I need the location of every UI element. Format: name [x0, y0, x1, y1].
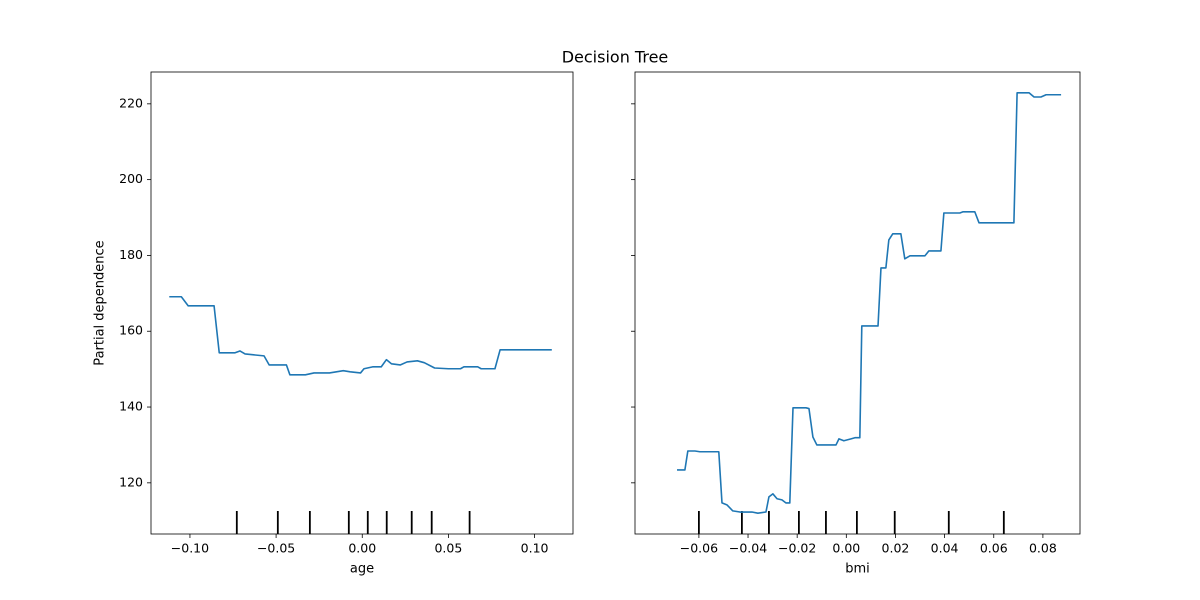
y-tick-label: 140 [119, 399, 143, 414]
x-tick-label: −0.05 [257, 541, 295, 556]
x-tick-label: −0.06 [680, 541, 718, 556]
x-tick-label: −0.04 [729, 541, 767, 556]
x-tick-label: 0.06 [980, 541, 1008, 556]
x-axis-label: bmi [845, 562, 870, 577]
pd-line [169, 295, 552, 376]
x-tick-label: 0.00 [348, 541, 376, 556]
x-tick-label: 0.10 [521, 541, 549, 556]
y-tick-label: 160 [119, 323, 143, 338]
x-tick-label: 0.02 [882, 541, 910, 556]
axes-frame [634, 71, 1081, 535]
pd-line [677, 92, 1062, 514]
axes-frame [150, 71, 574, 535]
y-tick-label: 200 [119, 171, 143, 186]
x-tick-label: 0.00 [832, 541, 860, 556]
y-axis-label: Partial dependence [93, 240, 108, 365]
y-tick-label: 120 [119, 474, 143, 489]
x-tick-label: −0.02 [778, 541, 816, 556]
x-axis-label: age [350, 562, 374, 577]
y-tick-label: 220 [119, 95, 143, 110]
y-tick-label: 180 [119, 247, 143, 262]
x-tick-label: 0.04 [931, 541, 959, 556]
figure-title: Decision Tree [562, 48, 669, 67]
x-tick-label: 0.08 [1029, 541, 1057, 556]
x-tick-label: 0.05 [434, 541, 462, 556]
x-tick-label: −0.10 [171, 541, 209, 556]
